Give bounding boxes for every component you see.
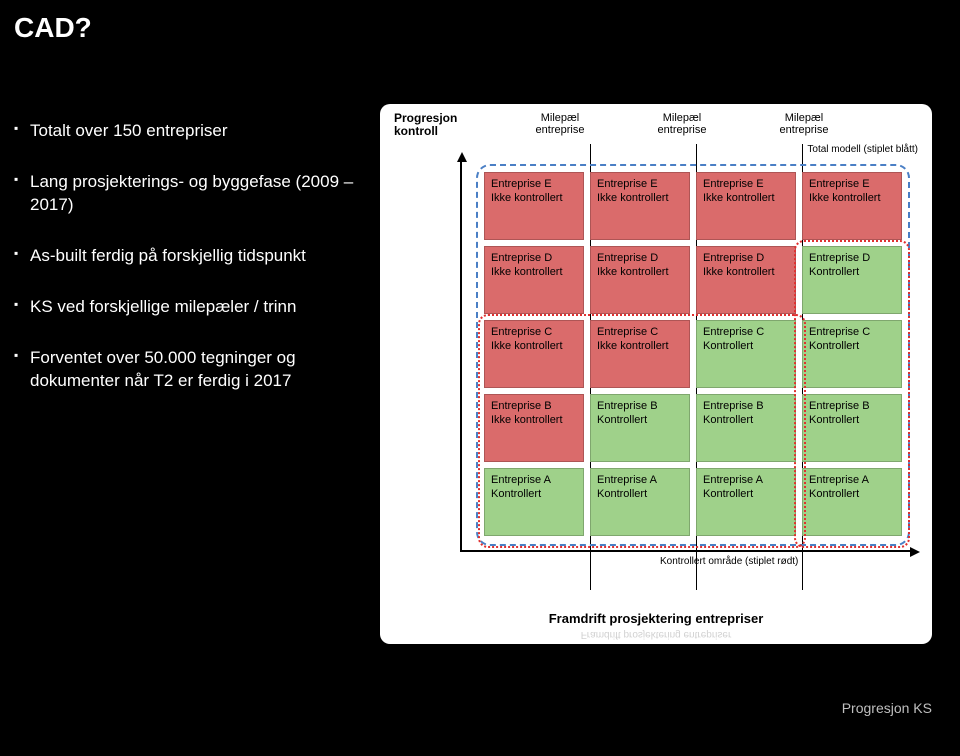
total-model-note: Total modell (stiplet blått)	[807, 144, 918, 155]
enterprise-cell-name: Entreprise E	[491, 177, 577, 191]
enterprise-cell-status: Ikke kontrollert	[597, 339, 683, 353]
progression-diagram: Progresjon kontroll Milepælentreprise Mi…	[380, 104, 932, 644]
enterprise-cell-status: Kontrollert	[491, 487, 577, 501]
enterprise-cell: Entreprise CIkke kontrollert	[590, 320, 690, 388]
enterprise-cell-status: Ikke kontrollert	[491, 265, 577, 279]
x-axis-label-reflection: Framdrift prosjektering entrepriser	[380, 629, 932, 640]
controlled-area-boundary	[794, 240, 910, 548]
enterprise-cell-name: Entreprise C	[703, 325, 789, 339]
enterprise-cell-status: Ikke kontrollert	[597, 191, 683, 205]
bullet-list: Totalt over 150 entrepriser Lang prosjek…	[14, 120, 354, 421]
enterprise-cell-name: Entreprise A	[703, 473, 789, 487]
enterprise-cell: Entreprise EIkke kontrollert	[590, 172, 690, 240]
bullet-item: Lang prosjekterings- og byggefase (2009 …	[14, 171, 354, 217]
enterprise-cell-status: Ikke kontrollert	[809, 191, 895, 205]
enterprise-cell: Entreprise DIkke kontrollert	[590, 246, 690, 314]
enterprise-cell: Entreprise AKontrollert	[590, 468, 690, 536]
enterprise-cell-status: Kontrollert	[597, 413, 683, 427]
enterprise-cell: Entreprise CIkke kontrollert	[484, 320, 584, 388]
enterprise-cell-name: Entreprise C	[491, 325, 577, 339]
enterprise-cell-name: Entreprise A	[491, 473, 577, 487]
enterprise-cell: Entreprise DIkke kontrollert	[696, 246, 796, 314]
enterprise-cell-name: Entreprise B	[491, 399, 577, 413]
enterprise-cell-status: Ikke kontrollert	[703, 265, 789, 279]
enterprise-cell-status: Ikke kontrollert	[597, 265, 683, 279]
controlled-area-note: Kontrollert område (stiplet rødt)	[660, 556, 798, 567]
enterprise-cell-status: Ikke kontrollert	[703, 191, 789, 205]
milestone-label: Milepælentreprise	[764, 112, 844, 136]
enterprise-cell-status: Kontrollert	[703, 413, 789, 427]
y-axis-label: Progresjon kontroll	[394, 112, 457, 138]
enterprise-cell-name: Entreprise A	[597, 473, 683, 487]
enterprise-cell: Entreprise BKontrollert	[590, 394, 690, 462]
enterprise-cell: Entreprise DIkke kontrollert	[484, 246, 584, 314]
enterprise-cell-name: Entreprise D	[491, 251, 577, 265]
enterprise-cell: Entreprise EIkke kontrollert	[484, 172, 584, 240]
enterprise-cell: Entreprise EIkke kontrollert	[802, 172, 902, 240]
milestone-label: Milepælentreprise	[520, 112, 600, 136]
enterprise-cell-name: Entreprise D	[703, 251, 789, 265]
enterprise-cell: Entreprise BIkke kontrollert	[484, 394, 584, 462]
x-axis-label: Framdrift prosjektering entrepriser	[380, 611, 932, 626]
enterprise-cell-name: Entreprise D	[597, 251, 683, 265]
enterprise-cell: Entreprise AKontrollert	[484, 468, 584, 536]
diagram-caption: Progresjon KS	[380, 700, 932, 716]
enterprise-cell-name: Entreprise E	[809, 177, 895, 191]
enterprise-cell-status: Ikke kontrollert	[491, 339, 577, 353]
page-title: CAD?	[14, 12, 92, 44]
enterprise-cell-name: Entreprise E	[703, 177, 789, 191]
bullet-item: Forventet over 50.000 tegninger og dokum…	[14, 347, 354, 393]
bullet-item: KS ved forskjellige milepæler / trinn	[14, 296, 354, 319]
enterprise-cell: Entreprise CKontrollert	[696, 320, 796, 388]
enterprise-cell-name: Entreprise C	[597, 325, 683, 339]
enterprise-cell-status: Ikke kontrollert	[491, 191, 577, 205]
enterprise-cell-status: Kontrollert	[597, 487, 683, 501]
enterprise-cell-status: Ikke kontrollert	[491, 413, 577, 427]
x-axis-arrow	[460, 550, 912, 552]
enterprise-cell: Entreprise EIkke kontrollert	[696, 172, 796, 240]
enterprise-cell-status: Kontrollert	[703, 339, 789, 353]
enterprise-cell-name: Entreprise E	[597, 177, 683, 191]
enterprise-cell: Entreprise BKontrollert	[696, 394, 796, 462]
bullet-item: As-built ferdig på forskjellig tidspunkt	[14, 245, 354, 268]
milestone-labels: Milepælentreprise Milepælentreprise Mile…	[520, 112, 844, 136]
enterprise-cell: Entreprise AKontrollert	[696, 468, 796, 536]
enterprise-cell-status: Kontrollert	[703, 487, 789, 501]
milestone-label: Milepælentreprise	[642, 112, 722, 136]
enterprise-cell-name: Entreprise B	[597, 399, 683, 413]
enterprise-cell-name: Entreprise B	[703, 399, 789, 413]
y-axis-arrow	[460, 160, 462, 550]
bullet-item: Totalt over 150 entrepriser	[14, 120, 354, 143]
